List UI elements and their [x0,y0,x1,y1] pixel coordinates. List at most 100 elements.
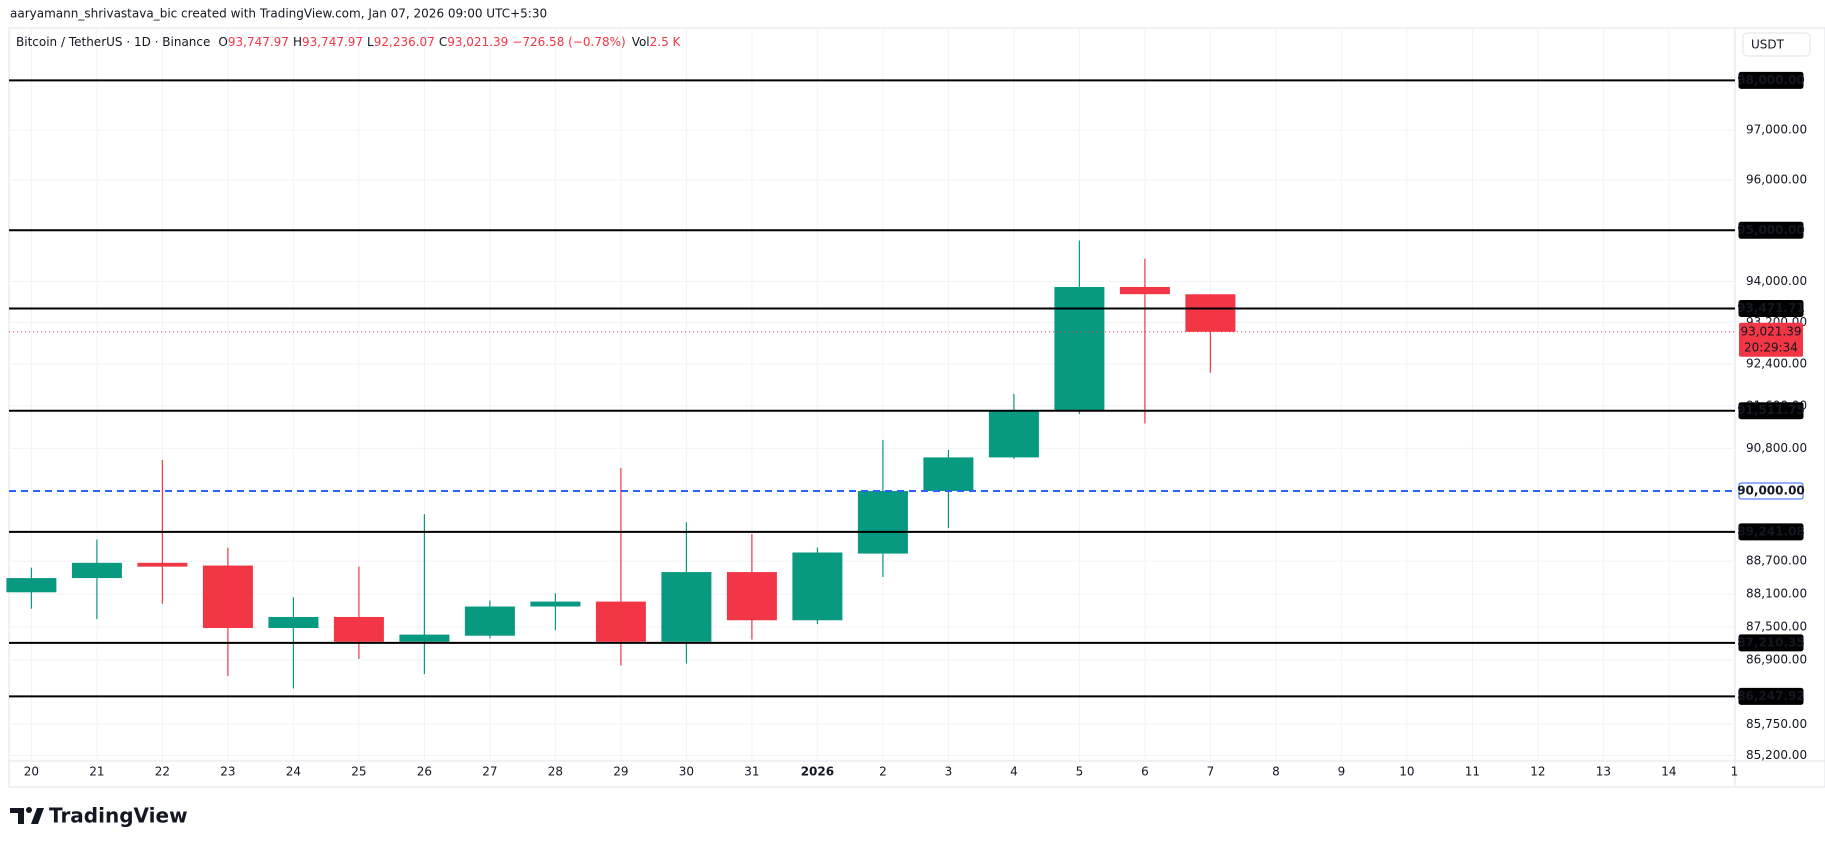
legend: Bitcoin / TetherUS · 1D · Binance O93,747… [16,35,682,49]
x-tick-label: 2026 [801,765,834,779]
candle-body [137,562,188,567]
x-tick-label: 20 [24,765,39,779]
legend-vol-label: Vol [632,35,650,49]
grid [9,28,1735,761]
level-label: 87,210.35 [1737,635,1805,649]
y-tick-label: 90,800.00 [1746,441,1807,455]
level-label-box [1738,482,1804,500]
x-tick-label: 28 [548,765,563,779]
x-tick-label: 21 [89,765,104,779]
x-tick-label: 6 [1141,765,1149,779]
legend-l-label: L [367,35,374,49]
y-tick-label: 85,200.00 [1746,748,1807,762]
candle-body [923,457,974,492]
x-tick-label: 8 [1272,765,1280,779]
level-label-box [1738,687,1804,705]
level-label: 86,247.92 [1737,689,1805,703]
legend-o: 93,747.97 [228,35,289,49]
legend-l: 92,236.07 [374,35,435,49]
brand: TradingView [49,804,188,828]
axis: 97,000.0096,000.0094,000.0093,200.0092,4… [24,71,1807,779]
x-tick-label: 24 [286,765,301,779]
x-tick-label: 12 [1530,765,1545,779]
candle-body [464,606,515,636]
x-tick-label: 9 [1338,765,1346,779]
y-tick-label: 88,700.00 [1746,554,1807,568]
level-label: 98,000.00 [1737,73,1805,87]
candle-body [1119,286,1170,295]
y-tick-label: 86,900.00 [1746,653,1807,667]
x-tick-label: 14 [1661,765,1676,779]
legend-h-label: H [293,35,302,49]
legend-c: 93,021.39 [447,35,508,49]
logo-icon [31,808,44,824]
x-tick-label: 11 [1465,765,1480,779]
x-tick-label: 2 [879,765,887,779]
y-tick-label: 85,750.00 [1746,717,1807,731]
x-tick-label: 4 [1010,765,1018,779]
candle-body [1185,294,1236,332]
candle-body [726,572,777,621]
level-label-box [1738,71,1804,89]
currency-box[interactable] [1742,32,1811,57]
x-tick-label: 25 [351,765,366,779]
x-tick-label: 29 [613,765,628,779]
symbol: Bitcoin / TetherUS · 1D · Binance O93,747… [16,35,682,49]
level-label: 91,511.75 [1737,403,1805,417]
x-tick-label: 27 [482,765,497,779]
candle-body [530,601,581,607]
y-tick-label: 88,100.00 [1746,586,1807,600]
x-tick-label: 13 [1596,765,1611,779]
level-label-box [1738,221,1804,239]
y-tick-label: 92,400.00 [1746,357,1807,371]
candle-body [333,616,384,642]
candle-body [595,601,646,642]
level-label-box [1738,402,1804,420]
x-tick-label: 3 [945,765,953,779]
x-tick-label: 31 [744,765,759,779]
y-tick-label: 96,000.00 [1746,172,1807,186]
candle-body [792,552,843,621]
x-tick-label: 26 [417,765,432,779]
logo-icon [10,808,24,824]
credit: aaryamann_shrivastava_bic created with T… [10,7,547,21]
y-tick-label: 87,500.00 [1746,619,1807,633]
plot [6,79,1735,698]
currency[interactable]: USDT [1751,38,1785,52]
level-label-box [1738,634,1804,652]
level-label-box [1738,523,1804,541]
pane-border [8,27,1825,788]
level-label: 93,471.71 [1737,301,1805,315]
last-price-box [1739,322,1803,357]
level-label-box [1738,300,1804,318]
level-label: 89,241.08 [1737,524,1805,538]
logo-icon [26,807,32,813]
candle-body [71,562,122,579]
legend-change: −726.58 (−0.78%) [512,35,625,49]
legend-o-label: O [218,35,227,49]
x-tick-label: 7 [1207,765,1215,779]
legend-h: 93,747.97 [302,35,363,49]
candle-body [268,616,319,628]
x-tick-label: 23 [220,765,235,779]
legend-c-label: C [439,35,447,49]
legend-vol: 2.5 K [650,35,682,49]
candle-body [202,565,253,628]
x-tick-label: 10 [1399,765,1414,779]
y-tick-label: 94,000.00 [1746,274,1807,288]
candle-body [1054,286,1105,411]
logo: TradingView [10,804,188,828]
y-tick-label: 97,000.00 [1746,122,1807,136]
candle-body [988,410,1039,458]
x-tick-label: 1 [1731,765,1739,779]
level-label: 90,000.00 [1737,484,1805,498]
legend-symbol: Bitcoin / TetherUS · 1D · Binance [16,35,210,49]
candle-body [6,578,57,593]
x-tick-label: 30 [679,765,694,779]
x-tick-label: 5 [1076,765,1084,779]
last-price-label: 93,021.39 [1740,324,1801,338]
x-tick-label: 22 [155,765,170,779]
candle-body [399,634,450,642]
